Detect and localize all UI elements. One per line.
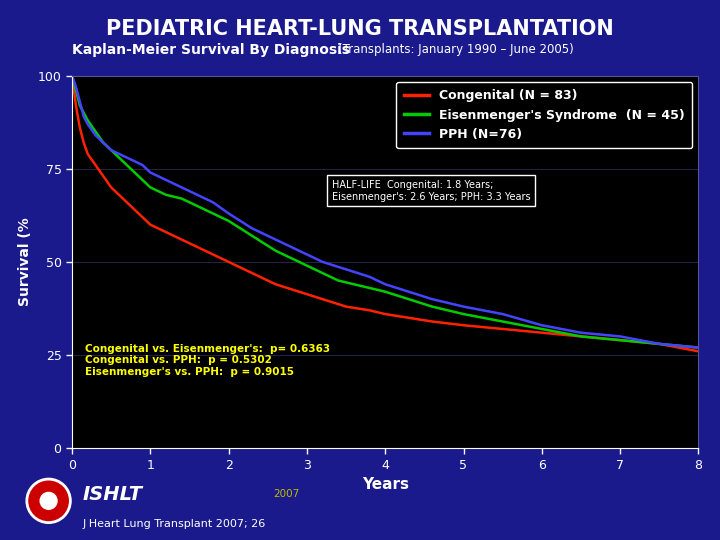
Y-axis label: Survival (%: Survival (% bbox=[18, 218, 32, 306]
X-axis label: Years: Years bbox=[361, 477, 409, 492]
Circle shape bbox=[40, 492, 57, 509]
Text: ISHLT: ISHLT bbox=[83, 484, 143, 504]
Circle shape bbox=[26, 478, 71, 523]
Text: HALF-LIFE  Congenital: 1.8 Years;
Eisenmenger's: 2.6 Years; PPH: 3.3 Years: HALF-LIFE Congenital: 1.8 Years; Eisenme… bbox=[332, 180, 531, 201]
Text: J Heart Lung Transplant 2007; 26: J Heart Lung Transplant 2007; 26 bbox=[83, 519, 266, 529]
Text: PEDIATRIC HEART-LUNG TRANSPLANTATION: PEDIATRIC HEART-LUNG TRANSPLANTATION bbox=[106, 19, 614, 39]
Legend: Congenital (N = 83), Eisenmenger's Syndrome  (N = 45), PPH (N=76): Congenital (N = 83), Eisenmenger's Syndr… bbox=[397, 82, 692, 148]
Text: 2007: 2007 bbox=[274, 489, 300, 499]
Text: Congenital vs. Eisenmenger's:  p= 0.6363
Congenital vs. PPH:  p = 0.5302
Eisenme: Congenital vs. Eisenmenger's: p= 0.6363 … bbox=[84, 344, 330, 377]
Circle shape bbox=[29, 481, 68, 521]
Text: Kaplan-Meier Survival By Diagnosis: Kaplan-Meier Survival By Diagnosis bbox=[72, 43, 350, 57]
Text: (Transplants: January 1990 – June 2005): (Transplants: January 1990 – June 2005) bbox=[338, 43, 574, 56]
